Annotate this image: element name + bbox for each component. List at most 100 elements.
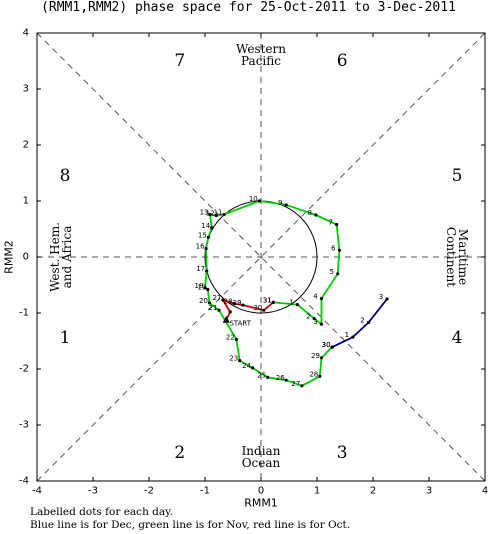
- y-tick-label: 4: [23, 28, 29, 39]
- day-label: 27: [212, 294, 221, 302]
- y-tick-label: -1: [19, 308, 29, 319]
- day-label: 5: [329, 268, 333, 276]
- day-point: [330, 345, 334, 349]
- x-axis-label: RMM1: [244, 497, 278, 510]
- y-tick-label: -4: [19, 476, 29, 487]
- start-marker: [222, 315, 230, 323]
- day-point: [217, 308, 221, 312]
- day-label: 16: [196, 243, 205, 251]
- day-label: 15: [198, 231, 207, 239]
- day-label: 1: [289, 299, 293, 307]
- day-label: 2: [306, 313, 310, 321]
- day-label: 1: [345, 331, 349, 339]
- day-label: 27: [291, 380, 300, 388]
- day-point: [295, 303, 299, 307]
- x-tick-label: 3: [426, 486, 432, 497]
- day-point: [232, 301, 236, 306]
- start-label: START: [229, 320, 251, 328]
- day-point: [335, 222, 339, 227]
- day-point: [210, 226, 214, 230]
- y-tick-label: 2: [23, 140, 29, 151]
- day-label: 30: [322, 341, 331, 349]
- day-label: 31: [263, 296, 272, 304]
- x-tick-label: -4: [32, 486, 42, 497]
- day-point: [204, 247, 208, 251]
- region-label-indian-ocean: Ocean: [242, 456, 281, 470]
- day-label: 11: [214, 208, 223, 216]
- x-tick-label: -2: [144, 486, 154, 497]
- region-label-maritime-continent: Continent: [444, 227, 458, 287]
- day-label: 12: [206, 210, 215, 218]
- day-point: [319, 322, 324, 326]
- day-point: [234, 337, 238, 341]
- day-point: [205, 269, 209, 273]
- chart-title: (RMM1,RMM2) phase space for 25-Oct-2011 …: [41, 0, 456, 15]
- day-point: [257, 199, 261, 203]
- day-label: 13: [200, 208, 209, 216]
- phase-label-2: 2: [174, 443, 185, 463]
- day-label: 30: [253, 304, 262, 312]
- day-point: [203, 286, 207, 290]
- day-point: [228, 310, 232, 314]
- day-point: [319, 356, 324, 360]
- day-point: [351, 335, 355, 339]
- y-tick-label: 3: [23, 84, 29, 95]
- day-point: [284, 378, 288, 382]
- day-label: 18: [195, 282, 204, 290]
- day-point: [238, 359, 242, 363]
- day-label: 4: [313, 292, 318, 300]
- day-point: [318, 374, 322, 378]
- day-point: [207, 301, 212, 305]
- day-label: 28: [224, 297, 233, 305]
- day-point: [300, 384, 304, 388]
- day-label: 3: [379, 293, 383, 301]
- day-label: 9: [278, 199, 282, 207]
- phase-label-6: 6: [337, 51, 348, 71]
- day-point: [206, 287, 210, 292]
- day-point: [284, 203, 288, 207]
- y-axis-label: RMM2: [3, 240, 16, 274]
- region-label-western-pacific: Pacific: [241, 54, 281, 68]
- x-tick-label: -3: [88, 486, 98, 497]
- day-point: [221, 298, 225, 302]
- day-label: 22: [226, 333, 235, 341]
- day-point: [266, 375, 270, 379]
- day-label: 29: [311, 352, 320, 360]
- day-point: [251, 366, 255, 370]
- footnote-line-1: Labelled dots for each day.: [30, 506, 174, 518]
- day-point: [366, 320, 371, 325]
- region-label-maritime-continent: Maritime: [456, 229, 470, 285]
- day-point: [214, 213, 218, 218]
- phase-label-4: 4: [452, 328, 463, 348]
- day-point: [385, 297, 389, 301]
- day-label: 7: [328, 219, 332, 227]
- day-label: 17: [196, 265, 205, 273]
- y-tick-label: 1: [23, 196, 29, 207]
- phase-label-7: 7: [174, 51, 185, 71]
- x-tick-label: 4: [482, 486, 488, 497]
- day-label: 21: [209, 304, 218, 312]
- day-point: [271, 300, 275, 304]
- day-label: 30: [322, 341, 331, 349]
- region-label-west-hem-africa: and Africa: [60, 226, 74, 289]
- day-label: 26: [276, 374, 285, 382]
- series-line-dec: [331, 298, 388, 348]
- x-tick-label: 0: [258, 486, 264, 497]
- day-point: [337, 248, 341, 252]
- day-label: 25: [257, 371, 266, 379]
- region-label-west-hem-africa: West. Hem.: [48, 222, 62, 292]
- x-tick-label: 2: [370, 486, 376, 497]
- x-tick-label: 1: [314, 486, 320, 497]
- y-tick-label: -2: [19, 364, 29, 375]
- day-point: [336, 272, 340, 276]
- y-tick-label: 0: [23, 252, 29, 263]
- day-label: 2: [360, 317, 364, 325]
- day-label: 23: [229, 355, 238, 363]
- day-label: 29: [233, 299, 242, 307]
- day-label: 14: [201, 222, 210, 230]
- footnote-line-2: Blue line is for Dec, green line is for …: [30, 519, 351, 531]
- phase-label-5: 5: [452, 166, 463, 186]
- day-label: 20: [199, 297, 208, 305]
- day-point: [319, 296, 324, 301]
- day-point: [262, 308, 266, 312]
